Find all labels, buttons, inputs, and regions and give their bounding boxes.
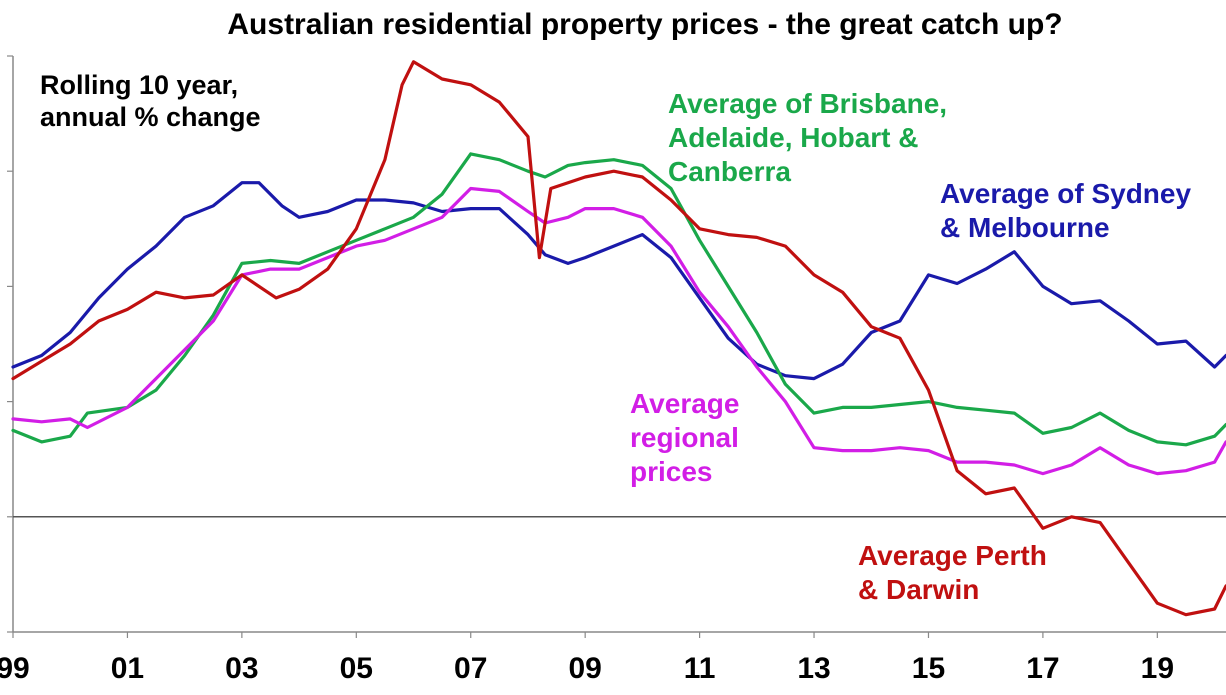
series-label-2: prices — [630, 456, 713, 487]
series-label-0: Average of Sydney — [940, 178, 1191, 209]
series-labels: Average of Sydney& Melbourne Average of B… — [630, 88, 1191, 605]
axes — [12, 56, 1226, 633]
series-line-0 — [11, 181, 1226, 381]
x-axis-ticks: 99 01 03 05 07 09 11 13 15 17 19 — [0, 632, 1174, 685]
series-label-1: Adelaide, Hobart & — [668, 122, 918, 153]
series-label-1: Canberra — [668, 156, 791, 187]
series-label-3: Average Perth — [858, 540, 1047, 571]
x-tick-label: 19 — [1141, 652, 1174, 685]
x-tick-label: 05 — [340, 652, 373, 685]
series-line-3 — [11, 60, 1226, 617]
series-label-1: Average of Brisbane, — [668, 88, 947, 119]
x-tick-label: 07 — [454, 652, 487, 685]
chart-title: Australian residential property prices -… — [227, 8, 1062, 41]
series-lines — [11, 60, 1226, 617]
series-line-1 — [11, 152, 1226, 447]
x-tick-label: 03 — [225, 652, 258, 685]
x-tick-label: 17 — [1026, 652, 1059, 685]
x-tick-label: 09 — [568, 652, 601, 685]
y-annotation: Rolling 10 year,annual % change — [40, 70, 261, 132]
series-line-2 — [11, 186, 1226, 476]
x-tick-label: 01 — [111, 652, 144, 685]
x-tick-label: 99 — [0, 652, 30, 685]
x-tick-label: 13 — [797, 652, 830, 685]
annotation-line: Rolling 10 year, — [40, 70, 238, 100]
x-tick-label: 11 — [684, 652, 716, 685]
series-label-2: Average — [630, 388, 739, 419]
series-label-0: & Melbourne — [940, 212, 1110, 243]
annotation-line: annual % change — [40, 102, 261, 132]
gridlines — [7, 55, 13, 633]
series-label-3: & Darwin — [858, 574, 979, 605]
series-label-2: regional — [630, 422, 739, 453]
x-tick-label: 15 — [912, 652, 945, 685]
